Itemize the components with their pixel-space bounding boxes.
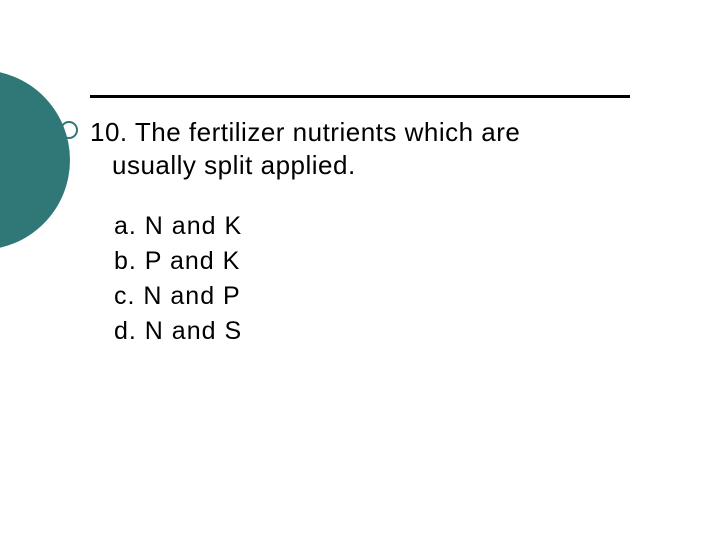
options-list: a. N and K b. P and K c. N and P d. N an… bbox=[114, 209, 650, 349]
option-d: d. N and S bbox=[114, 314, 650, 349]
question-text: 10. The fertilizer nutrients which are u… bbox=[90, 116, 650, 181]
question-line-2: usually split applied. bbox=[90, 149, 650, 182]
bullet-ring-icon bbox=[60, 121, 78, 139]
option-a: a. N and K bbox=[114, 209, 650, 244]
option-c: c. N and P bbox=[114, 279, 650, 314]
question-line-1: 10. The fertilizer nutrients which are bbox=[90, 117, 520, 147]
title-rule bbox=[90, 95, 630, 98]
accent-circle bbox=[0, 70, 70, 250]
option-b: b. P and K bbox=[114, 244, 650, 279]
slide-content: 10. The fertilizer nutrients which are u… bbox=[90, 95, 650, 349]
